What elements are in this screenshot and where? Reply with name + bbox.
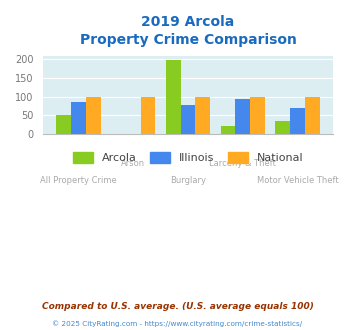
Text: Larceny & Theft: Larceny & Theft <box>209 159 276 168</box>
Text: Burglary: Burglary <box>170 176 206 185</box>
Text: Compared to U.S. average. (U.S. average equals 100): Compared to U.S. average. (U.S. average … <box>42 302 313 311</box>
Text: Arson: Arson <box>121 159 145 168</box>
Text: Motor Vehicle Theft: Motor Vehicle Theft <box>257 176 338 185</box>
Bar <box>235 99 250 134</box>
Bar <box>195 97 210 134</box>
Bar <box>56 115 71 134</box>
Legend: Arcola, Illinois, National: Arcola, Illinois, National <box>69 148 307 168</box>
Bar <box>220 126 235 134</box>
Bar <box>275 121 290 134</box>
Text: All Property Crime: All Property Crime <box>40 176 117 185</box>
Bar <box>71 102 86 134</box>
Bar <box>305 97 320 134</box>
Bar <box>141 97 155 134</box>
Bar <box>86 97 101 134</box>
Title: 2019 Arcola
Property Crime Comparison: 2019 Arcola Property Crime Comparison <box>80 15 296 48</box>
Text: © 2025 CityRating.com - https://www.cityrating.com/crime-statistics/: © 2025 CityRating.com - https://www.city… <box>53 320 302 327</box>
Bar <box>166 60 181 134</box>
Bar <box>250 97 265 134</box>
Bar <box>290 108 305 134</box>
Bar <box>181 105 195 134</box>
